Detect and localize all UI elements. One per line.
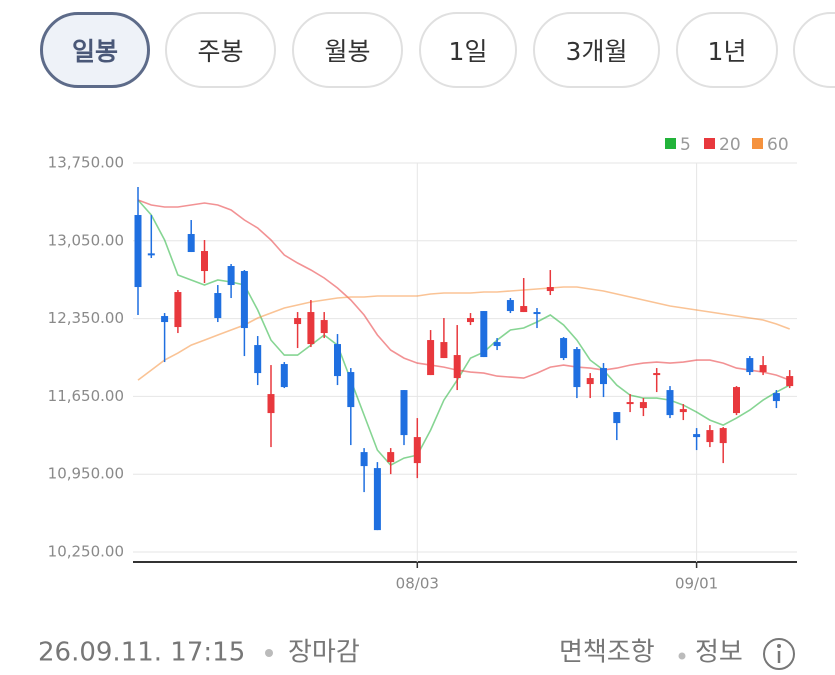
moving-average-line	[137, 199, 791, 467]
period-tab[interactable]: 3개월	[533, 12, 660, 88]
legend-swatch	[665, 138, 676, 149]
candle-body	[413, 437, 421, 464]
candle-body	[187, 234, 195, 253]
candle-body	[280, 364, 288, 388]
candle-body	[746, 358, 754, 373]
candle-body	[267, 394, 275, 414]
candle-body	[772, 393, 780, 402]
candle-body	[613, 412, 621, 424]
y-tick-label: 10,950.00	[48, 465, 124, 483]
candle-body	[639, 402, 647, 409]
candle-body	[307, 312, 315, 345]
candle-body	[427, 340, 435, 376]
candle-body	[254, 345, 262, 374]
period-tab[interactable]: 1일	[419, 12, 517, 88]
period-tabs: 일봉주봉월봉1일3개월1년3	[0, 0, 835, 100]
candle-body	[586, 378, 594, 385]
candle-body	[533, 312, 541, 315]
period-tab[interactable]: 일봉	[40, 12, 150, 88]
candle-body	[227, 266, 235, 286]
x-tick-label: 09/01	[675, 575, 718, 593]
candle-body	[480, 311, 488, 358]
disclaimer-link[interactable]: 면책조항	[559, 638, 655, 668]
candle-body	[373, 468, 381, 531]
candle-body	[347, 372, 355, 408]
candle-body	[453, 355, 461, 379]
x-tick-label: 08/03	[396, 575, 439, 593]
candle-body	[147, 253, 155, 256]
candle-body	[400, 390, 408, 436]
legend-swatch	[752, 138, 763, 149]
candle-body	[653, 373, 661, 376]
candle-body	[600, 368, 607, 385]
separator-dot	[265, 649, 273, 657]
candle-body	[733, 387, 740, 414]
candle-body	[706, 430, 714, 443]
timestamp: 26.09.11. 17:15	[38, 638, 245, 668]
candle-body	[786, 376, 794, 387]
legend-label: 5	[680, 135, 691, 155]
candle-body	[666, 390, 674, 416]
y-tick-label: 13,050.00	[48, 231, 124, 249]
candle-body	[134, 215, 142, 288]
candle-body	[573, 349, 581, 388]
period-tab[interactable]: 월봉	[292, 12, 403, 88]
candle-body	[560, 338, 568, 359]
info-icon[interactable]	[763, 638, 795, 670]
candle-body	[506, 300, 514, 312]
market-status: 장마감	[288, 638, 360, 668]
y-tick-label: 10,250.00	[48, 543, 124, 561]
candle-body	[174, 292, 182, 328]
separator-dot	[678, 652, 686, 660]
candle-body	[387, 452, 395, 463]
candle-body	[240, 271, 248, 329]
period-tab[interactable]: 1년	[676, 12, 778, 88]
y-tick-label: 12,350.00	[48, 309, 124, 327]
legend-swatch	[704, 138, 715, 149]
candle-body	[201, 251, 208, 272]
candle-body	[759, 365, 767, 373]
candle-body	[334, 344, 341, 377]
info-link[interactable]: 정보	[695, 638, 743, 668]
candle-body	[546, 287, 554, 292]
candle-body	[294, 318, 302, 325]
candle-body	[360, 452, 368, 467]
moving-average-line	[137, 286, 790, 381]
candle-body	[161, 316, 169, 323]
candle-body	[467, 318, 474, 323]
candle-body	[440, 342, 448, 359]
legend-label: 60	[767, 135, 789, 155]
candle-body	[626, 402, 634, 405]
candle-body	[679, 409, 687, 413]
candle-body	[693, 434, 701, 438]
y-tick-label: 11,650.00	[48, 387, 124, 405]
moving-average-line	[137, 199, 790, 381]
y-tick-label: 13,750.00	[48, 154, 124, 172]
candle-body	[493, 342, 501, 347]
legend-label: 20	[719, 135, 741, 155]
candle-body	[214, 293, 222, 319]
candle-body	[520, 306, 528, 313]
period-tab[interactable]: 주봉	[165, 12, 276, 88]
candle-body	[320, 320, 328, 334]
candle-body	[719, 428, 727, 444]
